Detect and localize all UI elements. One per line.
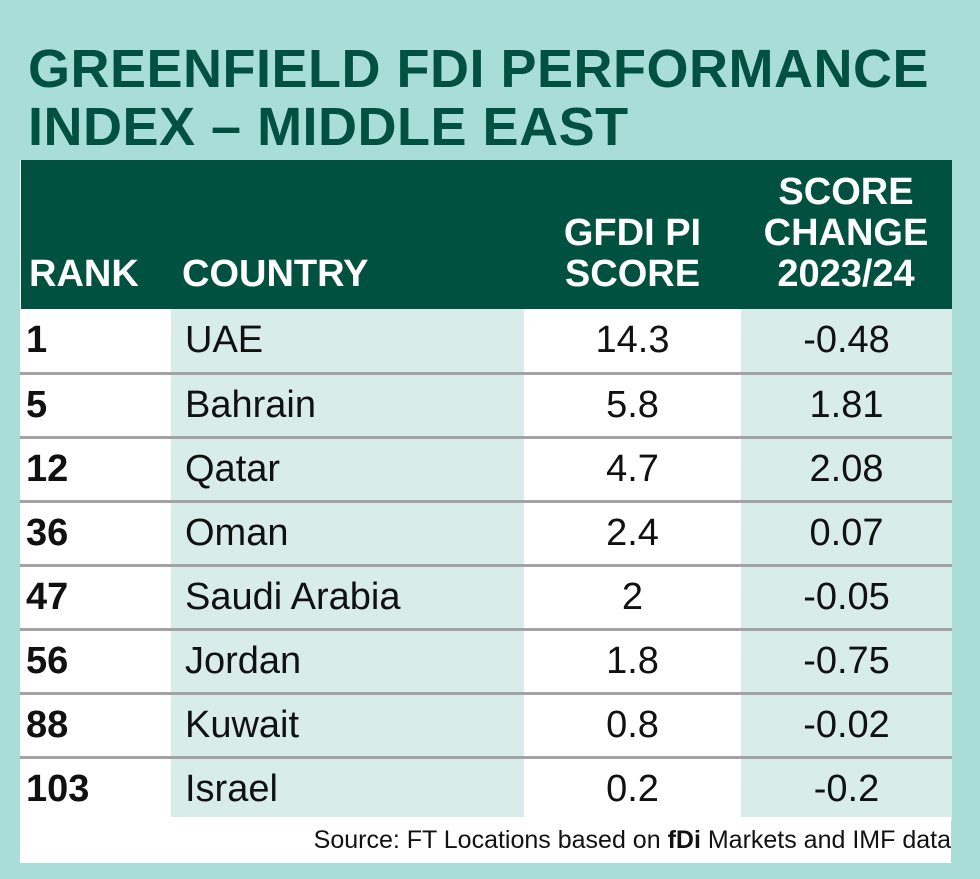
table-row: 56 Jordan 1.8 -0.75 — [20, 629, 952, 695]
rank-cell: 47 — [20, 565, 170, 631]
rank-cell: 36 — [20, 501, 170, 567]
score-cell: 2.4 — [524, 501, 740, 567]
source-note: Source: FT Locations based on fDi Market… — [20, 817, 951, 863]
country-cell: UAE — [169, 309, 525, 375]
score-change-cell: -0.05 — [739, 565, 952, 631]
score-change-cell: -0.02 — [739, 693, 952, 759]
header-score: GFDI PI SCORE — [525, 160, 740, 309]
country-cell: Qatar — [169, 437, 525, 503]
header-rank: RANK — [21, 160, 170, 309]
ranking-table: RANK COUNTRY GFDI PI SCORE SCORE CHANGE … — [20, 160, 952, 821]
country-cell: Israel — [169, 757, 525, 821]
table-header-row: RANK COUNTRY GFDI PI SCORE SCORE CHANGE … — [21, 160, 952, 309]
header-country: COUNTRY — [170, 160, 525, 309]
header-score-change: SCORE CHANGE 2023/24 — [740, 160, 952, 309]
score-cell: 2 — [524, 565, 740, 631]
score-cell: 0.8 — [524, 693, 740, 759]
rank-cell: 5 — [20, 373, 170, 439]
rank-cell: 1 — [20, 309, 170, 375]
source-brand: fDi — [667, 826, 701, 854]
table-row: 36 Oman 2.4 0.07 — [20, 501, 952, 567]
country-cell: Jordan — [169, 629, 525, 695]
rank-cell: 103 — [20, 757, 170, 821]
country-cell: Kuwait — [169, 693, 525, 759]
table-row: 103 Israel 0.2 -0.2 — [20, 757, 952, 821]
score-cell: 1.8 — [524, 629, 740, 695]
table-row: 1 UAE 14.3 -0.48 — [20, 309, 952, 375]
source-prefix: Source: FT Locations based on — [313, 826, 668, 854]
country-cell: Bahrain — [169, 373, 525, 439]
score-change-cell: 1.81 — [739, 373, 952, 439]
score-cell: 5.8 — [524, 373, 740, 439]
page-title: GREENFIELD FDI PERFORMANCE INDEX – MIDDL… — [28, 39, 930, 157]
table-row: 12 Qatar 4.7 2.08 — [20, 437, 952, 503]
score-change-cell: -0.48 — [739, 309, 952, 375]
table-row: 5 Bahrain 5.8 1.81 — [20, 373, 952, 439]
source-suffix: Markets and IMF data — [700, 826, 951, 854]
score-cell: 14.3 — [524, 309, 740, 375]
score-cell: 4.7 — [524, 437, 740, 503]
score-change-cell: -0.75 — [739, 629, 952, 695]
score-cell: 0.2 — [524, 757, 740, 821]
score-change-cell: -0.2 — [739, 757, 952, 821]
score-change-cell: 2.08 — [739, 437, 952, 503]
ranking-table-container: RANK COUNTRY GFDI PI SCORE SCORE CHANGE … — [20, 160, 952, 821]
score-change-cell: 0.07 — [739, 501, 952, 567]
rank-cell: 56 — [20, 629, 170, 695]
rank-cell: 12 — [20, 437, 170, 503]
table-row: 47 Saudi Arabia 2 -0.05 — [20, 565, 952, 631]
rank-cell: 88 — [20, 693, 170, 759]
country-cell: Oman — [169, 501, 525, 567]
table-row: 88 Kuwait 0.8 -0.02 — [20, 693, 952, 759]
country-cell: Saudi Arabia — [169, 565, 525, 631]
